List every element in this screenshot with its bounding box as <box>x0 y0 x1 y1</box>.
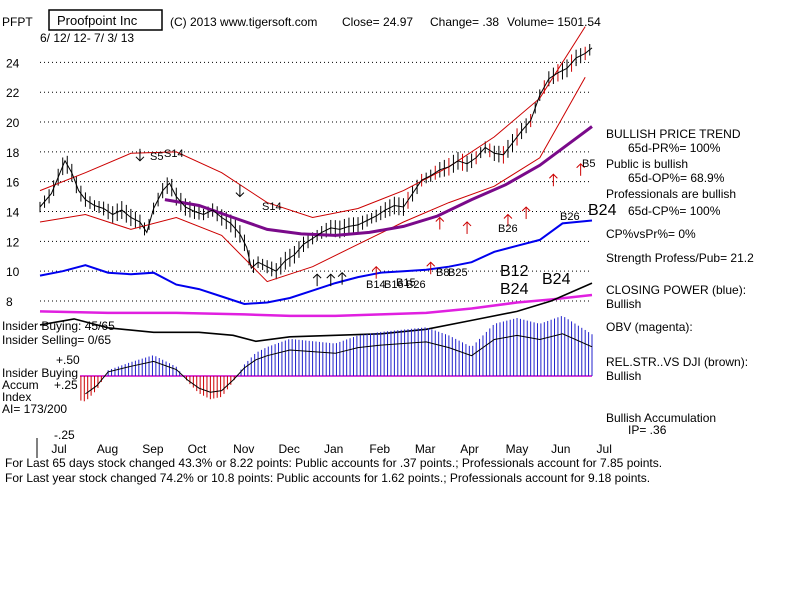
y-tick-label: 22 <box>6 86 20 100</box>
x-tick-label: Jan <box>324 442 343 456</box>
accum-tick-minus25: -.25 <box>54 428 75 442</box>
trend-title: BULLISH PRICE TREND <box>606 127 741 141</box>
index-label: Index <box>2 390 31 404</box>
y-tick-label: 24 <box>6 56 20 70</box>
y-tick-label: 10 <box>6 265 20 279</box>
ip-value: IP= .36 <box>628 423 667 437</box>
insider-selling: Insider Selling= 0/65 <box>2 333 111 347</box>
buy-arrow-head <box>337 271 347 278</box>
op-value: 65d-OP%= 68.9% <box>628 171 725 185</box>
closing-power-line <box>39 219 593 306</box>
accum-ma-line <box>85 333 593 395</box>
sell-arrow-head <box>135 156 145 162</box>
ai-value: AI= 173/200 <box>2 402 67 416</box>
rel-str-state: Bullish <box>606 369 641 383</box>
cp-vs-pr: CP%vsPr%= 0% <box>606 227 696 241</box>
signal-s14: S14 <box>262 201 282 213</box>
signal-b14: B14 <box>366 279 386 291</box>
signal-b26: B26 <box>406 279 426 291</box>
buy-arrow-head <box>371 265 381 272</box>
signal-b25: B25 <box>448 267 468 279</box>
accum-tick-plus50: +.50 <box>56 353 80 367</box>
obv-line <box>39 293 593 318</box>
buy-arrow-head <box>521 206 531 212</box>
x-tick-label: Sep <box>142 442 164 456</box>
x-tick-label: Aug <box>97 442 118 456</box>
x-tick-label: May <box>506 442 529 456</box>
close-value: Close= 24.97 <box>342 15 413 29</box>
company-box <box>48 9 163 31</box>
signal-b12: B12 <box>500 263 529 280</box>
obv-label: OBV (magenta): <box>606 320 693 334</box>
professionals-state: Professionals are bullish <box>606 187 736 201</box>
public-state: Public is bullish <box>606 157 688 171</box>
x-tick-label: Jun <box>551 442 570 456</box>
pr-value: 65d-PR%= 100% <box>628 141 721 155</box>
price-axis: 8 10 12 14 16 18 20 22 24 <box>6 56 20 309</box>
signal-b26: B26 <box>560 211 580 223</box>
moving-average <box>164 125 593 237</box>
signal-b24: B24 <box>542 271 571 288</box>
x-tick-label: Mar <box>415 442 436 456</box>
strength-ratio: Strength Profess/Pub= 21.2 <box>606 251 754 265</box>
x-tick-label: Jul <box>51 442 66 456</box>
cp-value: 65d-CP%= 100% <box>628 204 721 218</box>
signal-s14: S14 <box>164 148 184 160</box>
y-tick-label: 20 <box>6 116 20 130</box>
insider-buying: Insider Buying: 45/65 <box>2 319 115 333</box>
signal-b26: B26 <box>498 223 518 235</box>
footer-year: For Last year stock changed 74.2% or 10.… <box>5 471 651 485</box>
buy-arrow-head <box>503 213 513 219</box>
rel-str-label: REL.STR..VS DJI (brown): <box>606 355 748 369</box>
chart-series <box>39 26 593 402</box>
x-tick-label: Nov <box>233 442 254 456</box>
buy-arrow-head <box>312 273 322 279</box>
price-close-line <box>39 47 593 272</box>
month-axis: Jul Aug Sep Oct Nov Dec Jan Feb Mar Apr May Jun Jul <box>36 438 612 458</box>
lower-band <box>39 77 586 283</box>
ticker: PFPT <box>2 15 33 29</box>
volume-value: Volume= 1501.54 <box>507 15 601 29</box>
date-range: 6/ 12/ 12- 7/ 3/ 13 <box>40 31 134 45</box>
insider-buying-label: Insider Buying <box>2 366 78 380</box>
accum-state: Bullish Accumulation <box>606 411 716 425</box>
y-tick-label: 18 <box>6 146 20 160</box>
company-name: Proofpoint Inc <box>57 13 138 28</box>
sell-arrow-head <box>235 192 245 198</box>
signal-b24: B24 <box>500 281 529 298</box>
accum-label: Accum <box>2 378 39 392</box>
signal-b8: B8 <box>436 267 449 279</box>
x-tick-label: Jul <box>597 442 612 456</box>
signal-b15: B15 <box>396 277 416 289</box>
buy-arrow-head <box>435 216 445 222</box>
signal-b5: B5 <box>582 158 595 170</box>
signal-s5: S5 <box>150 151 163 163</box>
x-tick-label: Apr <box>460 442 479 456</box>
closing-power-label: CLOSING POWER (blue): <box>606 283 746 297</box>
change-value: Change= .38 <box>430 15 499 29</box>
x-tick-label: Oct <box>188 442 207 456</box>
buy-arrow-head <box>426 261 436 267</box>
x-tick-label: Feb <box>369 442 390 456</box>
footer-65day: For Last 65 days stock changed 43.3% or … <box>5 456 663 470</box>
rel-strength-line <box>39 282 593 343</box>
buy-arrow-head <box>462 221 472 227</box>
closing-power-state: Bullish <box>606 297 641 311</box>
y-tick-label: 14 <box>6 206 20 220</box>
x-tick-label: Dec <box>279 442 300 456</box>
signal-b24: B24 <box>588 202 617 219</box>
y-tick-label: 12 <box>6 235 20 249</box>
signal-b16: B16 <box>384 279 404 291</box>
buy-arrow-head <box>549 173 558 179</box>
upper-band <box>39 26 586 219</box>
buy-arrow-head <box>576 163 585 169</box>
copyright: (C) 2013 www.tigersoft.com <box>170 15 317 29</box>
y-tick-label: 8 <box>6 295 13 309</box>
y-tick-label: 16 <box>6 176 20 190</box>
buy-arrow-head <box>326 273 336 279</box>
accum-tick-plus25: +.25 <box>54 378 78 392</box>
